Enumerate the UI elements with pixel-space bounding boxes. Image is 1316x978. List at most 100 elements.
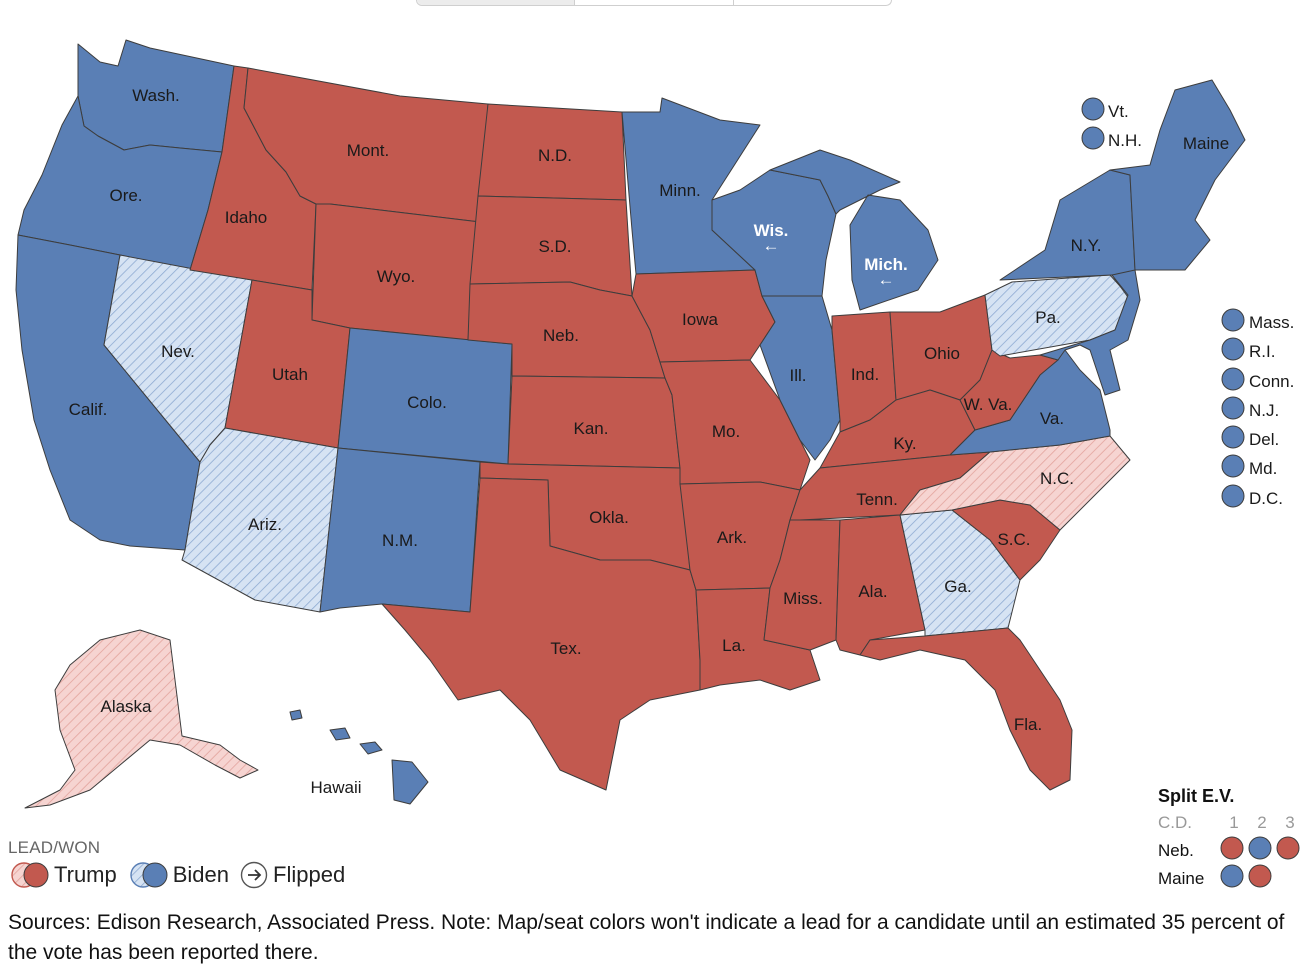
- split-ev-district-3: 3: [1285, 813, 1295, 832]
- state-hawaii[interactable]: [289, 709, 429, 805]
- state-new-england[interactable]: [1109, 79, 1246, 271]
- small-state-conn[interactable]: Conn.: [1221, 367, 1294, 391]
- small-states-northeast: Vt. N.H.: [1081, 97, 1142, 150]
- state-wis[interactable]: [711, 169, 837, 297]
- split-ev-title: Split E.V.: [1158, 786, 1235, 806]
- state-label-tenn: Tenn.: [856, 490, 898, 509]
- state-label-minn: Minn.: [659, 181, 701, 200]
- small-state-label: Md.: [1249, 459, 1277, 478]
- legend-trump-label: Trump: [54, 862, 117, 887]
- state-label-neb: Neb.: [543, 326, 579, 345]
- state-label-iowa: Iowa: [682, 310, 718, 329]
- small-state-md[interactable]: Md.: [1221, 454, 1277, 478]
- legend-biden: Biden: [127, 860, 229, 890]
- split-ev-dot-neb-3: [1276, 836, 1300, 860]
- state-label-mo: Mo.: [712, 422, 740, 441]
- state-label-mich: Mich.: [864, 255, 907, 274]
- flipped-arrow-mich: ←: [878, 270, 895, 289]
- split-ev-row-maine: Maine: [1158, 869, 1204, 889]
- split-ev-dot-neb-2: [1248, 836, 1272, 860]
- state-label-wash: Wash.: [132, 86, 180, 105]
- small-state-mass[interactable]: Mass.: [1221, 308, 1294, 332]
- small-state-label: D.C.: [1249, 489, 1283, 508]
- state-nm[interactable]: [319, 447, 481, 613]
- state-label-nev: Nev.: [161, 342, 195, 361]
- split-ev-row-label: Neb.: [1158, 841, 1194, 860]
- legend: Trump Biden Flipped: [8, 860, 355, 890]
- state-label-ky: Ky.: [893, 434, 916, 453]
- flipped-arrow-icon: [240, 861, 268, 889]
- state-label-pa: Pa.: [1035, 308, 1061, 327]
- state-label-ore: Ore.: [109, 186, 142, 205]
- state-tex[interactable]: [381, 477, 701, 791]
- state-label-kan: Kan.: [574, 419, 609, 438]
- small-state-label: Mass.: [1249, 313, 1294, 332]
- state-label-wis: Wis.: [754, 221, 789, 240]
- state-label-utah: Utah: [272, 365, 308, 384]
- state-label-calif: Calif.: [69, 400, 108, 419]
- split-ev-cd-label: C.D.: [1158, 813, 1192, 832]
- legend-title: LEAD/WON: [8, 838, 101, 857]
- state-label-alaska: Alaska: [100, 697, 152, 716]
- state-mich[interactable]: [769, 149, 939, 311]
- split-ev-dots: [1220, 836, 1300, 888]
- small-state-del[interactable]: Del.: [1221, 425, 1279, 449]
- split-ev-dot-maine-1: [1220, 864, 1244, 888]
- state-label-ariz: Ariz.: [248, 515, 282, 534]
- small-state-label: Del.: [1249, 430, 1279, 449]
- small-state-vt[interactable]: Vt.: [1081, 97, 1129, 121]
- state-label-idaho: Idaho: [225, 208, 268, 227]
- split-ev-row-label: Maine: [1158, 869, 1205, 888]
- view-tab-1[interactable]: [417, 0, 576, 5]
- state-label-la: La.: [722, 636, 746, 655]
- split-ev-header: C.D. 1 2 3: [1158, 813, 1295, 833]
- state-label-okla: Okla.: [589, 508, 629, 527]
- split-ev-dot-maine-2: [1248, 864, 1272, 888]
- state-label-colo: Colo.: [407, 393, 447, 412]
- state-label-wva: W. Va.: [964, 395, 1013, 414]
- state-mid-atlantic[interactable]: [1039, 269, 1141, 396]
- legend-flipped: Flipped: [239, 860, 345, 890]
- state-label-fla: Fla.: [1014, 715, 1042, 734]
- state-label-ill: Ill.: [790, 366, 807, 385]
- split-ev-district-2: 2: [1257, 813, 1267, 832]
- state-ill[interactable]: [759, 295, 841, 461]
- small-state-nh[interactable]: N.H.: [1081, 126, 1142, 150]
- legend-biden-label: Biden: [172, 862, 230, 887]
- small-state-label: Vt.: [1108, 102, 1129, 121]
- state-label-ohio: Ohio: [924, 344, 960, 363]
- small-state-ri[interactable]: R.I.: [1221, 337, 1275, 361]
- us-election-map: Wash. Ore. Calif. Nev. Idaho Mont. Wyo. …: [15, 39, 1294, 809]
- split-ev-row-neb: Neb.: [1158, 841, 1194, 861]
- split-ev-district-1: 1: [1229, 813, 1239, 832]
- legend-biden-swatch: [130, 862, 168, 888]
- state-fla[interactable]: [859, 627, 1073, 791]
- state-label-hawaii: Hawaii: [310, 778, 361, 797]
- sources-note: Sources: Edison Research, Associated Pre…: [8, 911, 1285, 964]
- small-state-dc[interactable]: D.C.: [1221, 484, 1283, 508]
- state-label-nm: N.M.: [382, 531, 418, 550]
- split-ev-dot-neb-1: [1220, 836, 1244, 860]
- small-states-east: Mass. R.I. Conn. N.J. Del. Md. D.C.: [1221, 308, 1294, 508]
- state-label-ark: Ark.: [717, 528, 747, 547]
- legend-trump-swatch: [11, 862, 49, 888]
- flipped-arrow-wis: ←: [763, 236, 780, 255]
- state-label-nd: N.D.: [538, 146, 572, 165]
- state-label-sd: S.D.: [538, 237, 571, 256]
- state-label-ind: Ind.: [851, 365, 879, 384]
- small-state-nj[interactable]: N.J.: [1221, 396, 1279, 420]
- state-label-maine: Maine: [1183, 134, 1229, 153]
- small-state-label: N.H.: [1108, 131, 1142, 150]
- view-tab-2[interactable]: [575, 0, 734, 5]
- state-label-va: Va.: [1040, 409, 1064, 428]
- state-label-miss: Miss.: [783, 589, 823, 608]
- state-label-tex: Tex.: [550, 639, 581, 658]
- state-label-ga: Ga.: [944, 577, 971, 596]
- legend-flipped-label: Flipped: [273, 862, 346, 887]
- small-state-label: Conn.: [1249, 372, 1294, 391]
- state-alaska[interactable]: [24, 629, 259, 809]
- small-state-label: R.I.: [1249, 342, 1275, 361]
- state-label-ala: Ala.: [858, 582, 887, 601]
- state-label-wyo: Wyo.: [377, 267, 416, 286]
- state-label-nc: N.C.: [1040, 469, 1074, 488]
